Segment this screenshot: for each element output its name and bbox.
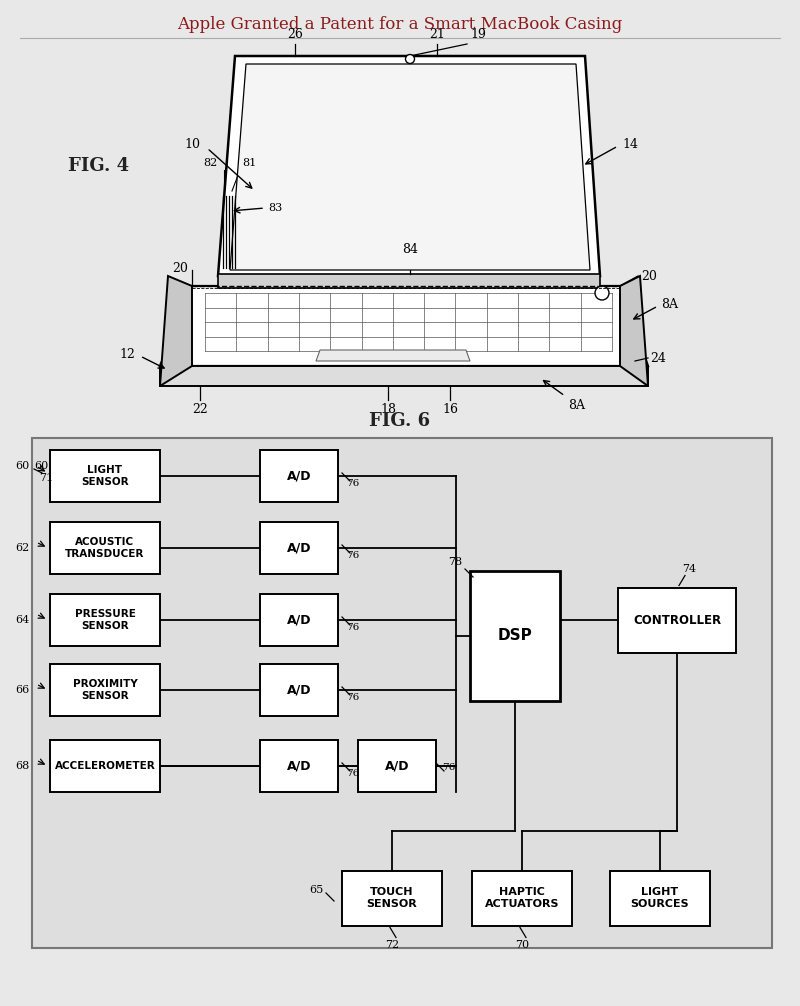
Text: 26: 26 — [287, 28, 303, 41]
Text: 81: 81 — [242, 158, 256, 168]
FancyBboxPatch shape — [50, 522, 160, 574]
Polygon shape — [160, 366, 648, 386]
Text: 71: 71 — [39, 473, 53, 483]
FancyBboxPatch shape — [260, 450, 338, 502]
FancyBboxPatch shape — [50, 664, 160, 716]
Text: 22: 22 — [192, 403, 208, 416]
Text: TOUCH
SENSOR: TOUCH SENSOR — [366, 887, 418, 909]
Text: 76: 76 — [442, 763, 455, 772]
Polygon shape — [218, 56, 600, 276]
Text: 8A: 8A — [661, 298, 678, 311]
Text: A/D: A/D — [286, 470, 311, 483]
Text: 68: 68 — [16, 761, 30, 771]
Text: 14: 14 — [622, 138, 638, 151]
Text: 19: 19 — [470, 28, 486, 41]
Text: 78: 78 — [448, 557, 462, 567]
FancyBboxPatch shape — [50, 450, 160, 502]
Text: 76: 76 — [346, 769, 359, 778]
Text: 66: 66 — [16, 685, 30, 695]
Text: PROXIMITY
SENSOR: PROXIMITY SENSOR — [73, 679, 138, 701]
Polygon shape — [160, 276, 192, 386]
Text: 83: 83 — [268, 203, 282, 213]
Text: 76: 76 — [346, 623, 359, 632]
Text: PATENTLY APPLE: PATENTLY APPLE — [246, 169, 584, 203]
Polygon shape — [160, 286, 648, 366]
Polygon shape — [316, 350, 470, 361]
Text: 20: 20 — [172, 262, 188, 275]
Text: A/D: A/D — [286, 760, 311, 773]
FancyBboxPatch shape — [32, 438, 772, 948]
Text: A/D: A/D — [286, 541, 311, 554]
Text: 76: 76 — [346, 551, 359, 560]
Text: 24: 24 — [650, 351, 666, 364]
FancyBboxPatch shape — [358, 740, 436, 792]
FancyBboxPatch shape — [260, 664, 338, 716]
Text: FIG. 4: FIG. 4 — [68, 157, 129, 175]
Text: Apple Granted a Patent for a Smart MacBook Casing: Apple Granted a Patent for a Smart MacBo… — [178, 15, 622, 32]
FancyBboxPatch shape — [260, 594, 338, 646]
Text: 20: 20 — [641, 270, 657, 283]
Text: HAPTIC
ACTUATORS: HAPTIC ACTUATORS — [485, 887, 559, 909]
Polygon shape — [218, 274, 600, 288]
Text: 60: 60 — [16, 461, 30, 471]
Text: 74: 74 — [682, 563, 696, 573]
Text: PRESSURE
SENSOR: PRESSURE SENSOR — [74, 609, 135, 631]
Text: ACCELEROMETER: ACCELEROMETER — [54, 761, 155, 771]
Text: 72: 72 — [385, 940, 399, 950]
FancyBboxPatch shape — [50, 594, 160, 646]
Text: 62: 62 — [16, 543, 30, 553]
Text: 76: 76 — [346, 479, 359, 488]
Polygon shape — [230, 64, 590, 270]
FancyBboxPatch shape — [50, 740, 160, 792]
FancyBboxPatch shape — [260, 740, 338, 792]
FancyBboxPatch shape — [470, 571, 560, 701]
Text: 16: 16 — [442, 403, 458, 416]
Text: 60: 60 — [34, 461, 48, 471]
FancyBboxPatch shape — [610, 870, 710, 926]
FancyBboxPatch shape — [618, 588, 736, 653]
Text: A/D: A/D — [286, 614, 311, 627]
Circle shape — [406, 54, 414, 63]
Text: 76: 76 — [346, 693, 359, 702]
Text: 65: 65 — [310, 885, 324, 895]
Text: 18: 18 — [380, 403, 396, 416]
Text: ACOUSTIC
TRANSDUCER: ACOUSTIC TRANSDUCER — [66, 537, 145, 559]
FancyBboxPatch shape — [260, 522, 338, 574]
Text: 8A: 8A — [568, 399, 585, 412]
FancyBboxPatch shape — [342, 870, 442, 926]
Text: 84: 84 — [402, 243, 418, 256]
Text: CONTROLLER: CONTROLLER — [633, 614, 721, 627]
Text: 70: 70 — [515, 940, 529, 950]
FancyBboxPatch shape — [472, 870, 572, 926]
Text: FIG. 6: FIG. 6 — [370, 412, 430, 430]
Text: DSP: DSP — [498, 629, 532, 644]
Polygon shape — [620, 276, 648, 386]
Text: 10: 10 — [184, 138, 200, 151]
Text: 12: 12 — [119, 347, 135, 360]
Text: LIGHT
SENSOR: LIGHT SENSOR — [81, 465, 129, 487]
Text: A/D: A/D — [385, 760, 410, 773]
Text: 82: 82 — [204, 158, 218, 168]
Text: LIGHT
SOURCES: LIGHT SOURCES — [630, 887, 690, 909]
Text: A/D: A/D — [286, 683, 311, 696]
Text: 64: 64 — [16, 615, 30, 625]
Text: 21: 21 — [429, 28, 445, 41]
Circle shape — [595, 286, 609, 300]
